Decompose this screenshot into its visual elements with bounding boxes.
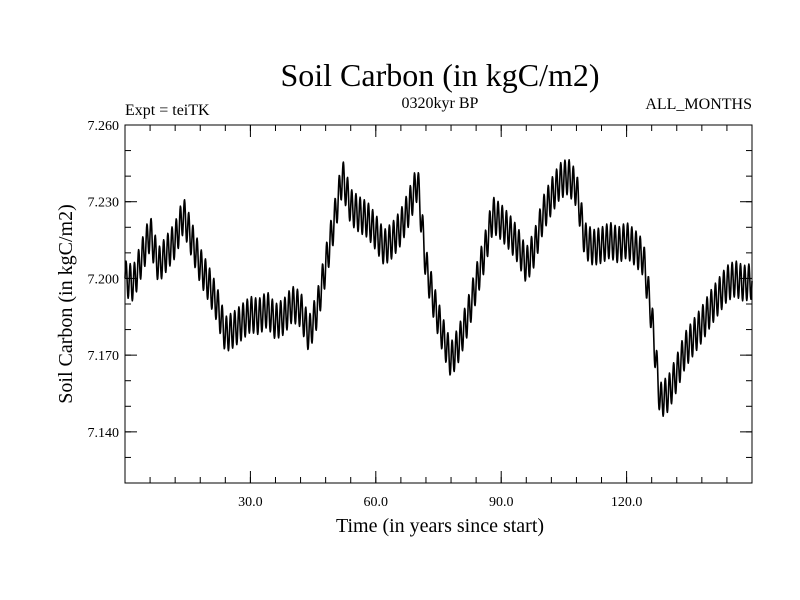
experiment-label: Expt = teiTK: [125, 102, 210, 119]
y-tick-label: 7.200: [88, 272, 120, 287]
y-axis-label: Soil Carbon (in kgC/m2): [55, 204, 77, 403]
y-axis: 7.140 7.170 7.200 7.230 7.260: [88, 119, 752, 484]
x-tick-label: 60.0: [364, 495, 389, 510]
x-tick-label: 30.0: [238, 495, 263, 510]
y-tick-label: 7.230: [88, 196, 120, 211]
y-tick-label: 7.140: [88, 426, 120, 441]
x-axis: 30.0 60.0 90.0 120.0: [149, 125, 728, 510]
x-axis-label: Time (in years since start): [336, 515, 544, 537]
x-tick-label: 120.0: [611, 495, 643, 510]
period-label: ALL_MONTHS: [645, 96, 752, 113]
series-line-soil-carbon: [124, 159, 753, 417]
x-tick-label: 90.0: [489, 495, 514, 510]
y-tick-label: 7.170: [88, 349, 120, 364]
chart-subtitle: 0320kyr BP: [402, 95, 479, 112]
chart-title: Soil Carbon (in kgC/m2): [280, 57, 599, 93]
plot-area: [124, 159, 753, 417]
y-tick-label: 7.260: [88, 119, 120, 134]
